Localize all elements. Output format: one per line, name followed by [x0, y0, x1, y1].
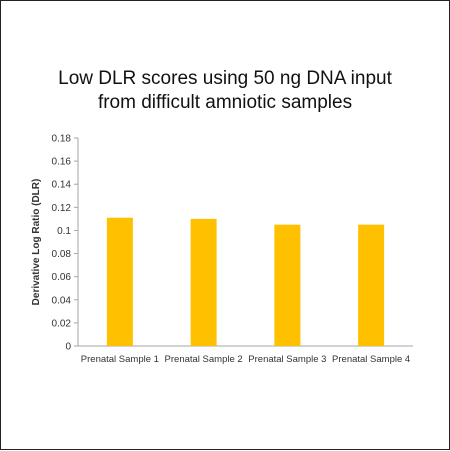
y-tick-label: 0.18 [52, 134, 72, 145]
chart-title-line-1: Low DLR scores using 50 ng DNA input [58, 68, 392, 89]
chart-title-line-2: from difficult amniotic samples [97, 92, 353, 113]
y-tick-label: 0 [65, 342, 71, 353]
y-tick-label: 0.12 [52, 203, 72, 214]
x-tick-label: Prenatal Sample 4 [332, 354, 410, 365]
bar [358, 224, 385, 346]
y-tick-label: 0.16 [52, 157, 72, 168]
y-tick-label: 0.08 [52, 249, 72, 260]
bar [106, 217, 133, 346]
x-tick-label: Prenatal Sample 1 [81, 354, 159, 365]
bar [190, 218, 217, 346]
y-tick-label: 0.04 [52, 295, 72, 306]
y-tick-label: 0.02 [52, 318, 72, 329]
chart-title: Low DLR scores using 50 ng DNA input fro… [1, 67, 449, 115]
y-axis-label: Derivative Log Ratio (DLR) [31, 179, 42, 306]
y-tick-label: 0.06 [52, 272, 72, 283]
x-tick-label: Prenatal Sample 3 [248, 354, 326, 365]
y-tick-label: 0.14 [52, 180, 72, 191]
bar [274, 224, 301, 346]
y-tick-label: 0.1 [57, 226, 71, 237]
x-tick-label: Prenatal Sample 2 [165, 354, 243, 365]
